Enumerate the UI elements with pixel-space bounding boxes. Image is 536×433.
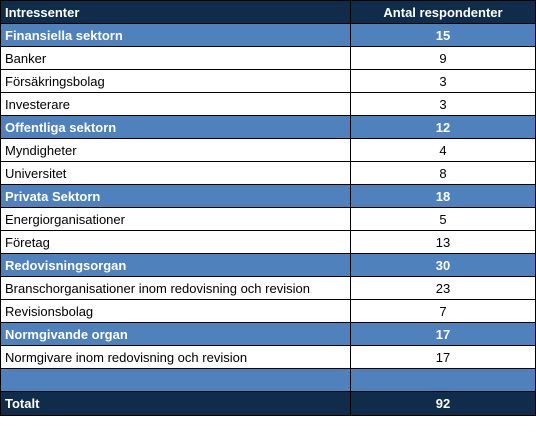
- group-row: Redovisningsorgan 30: [0, 253, 536, 277]
- table-header-row: Intressenter Antal respondenter: [0, 0, 536, 24]
- respondents-table: Intressenter Antal respondenter Finansie…: [0, 0, 536, 416]
- group-row: Normgivande organ 17: [0, 322, 536, 346]
- row-label: Banker: [0, 46, 351, 70]
- total-row: Totalt 92: [0, 391, 536, 416]
- table-body: Intressenter Antal respondenter Finansie…: [0, 0, 536, 416]
- row-label: Investerare: [0, 92, 351, 116]
- group-count: 18: [350, 184, 536, 208]
- row-count: 5: [350, 207, 536, 231]
- row-count: [350, 368, 536, 392]
- row-count: 23: [350, 276, 536, 300]
- group-count: 30: [350, 253, 536, 277]
- row-label: Branschorganisationer inom redovisning o…: [0, 276, 351, 300]
- table-row: Företag 13: [0, 230, 536, 254]
- spacer-row: [0, 368, 536, 392]
- table-row: Försäkringsbolag 3: [0, 69, 536, 93]
- group-label: Finansiella sektorn: [0, 23, 351, 47]
- row-label: Försäkringsbolag: [0, 69, 351, 93]
- group-count: 15: [350, 23, 536, 47]
- row-label: Normgivare inom redovisning och revision: [0, 345, 351, 369]
- group-label: Redovisningsorgan: [0, 253, 351, 277]
- header-respondent-count: Antal respondenter: [350, 0, 536, 24]
- row-label: Myndigheter: [0, 138, 351, 162]
- row-count: 3: [350, 69, 536, 93]
- group-label: Offentliga sektorn: [0, 115, 351, 139]
- group-row: Privata Sektorn 18: [0, 184, 536, 208]
- row-count: 7: [350, 299, 536, 323]
- row-count: 8: [350, 161, 536, 185]
- table-row: Myndigheter 4: [0, 138, 536, 162]
- table-row: Branschorganisationer inom redovisning o…: [0, 276, 536, 300]
- row-label: Universitet: [0, 161, 351, 185]
- table-row: Normgivare inom redovisning och revision…: [0, 345, 536, 369]
- group-row: Offentliga sektorn 12: [0, 115, 536, 139]
- group-label: Normgivande organ: [0, 322, 351, 346]
- table-row: Banker 9: [0, 46, 536, 70]
- group-row: Finansiella sektorn 15: [0, 23, 536, 47]
- row-label: Energiorganisationer: [0, 207, 351, 231]
- table-row: Universitet 8: [0, 161, 536, 185]
- row-count: 9: [350, 46, 536, 70]
- row-count: 4: [350, 138, 536, 162]
- row-label: Företag: [0, 230, 351, 254]
- row-label: Revisionsbolag: [0, 299, 351, 323]
- row-count: 17: [350, 345, 536, 369]
- row-count: 13: [350, 230, 536, 254]
- table-row: Revisionsbolag 7: [0, 299, 536, 323]
- row-label: [0, 368, 351, 392]
- table-row: Investerare 3: [0, 92, 536, 116]
- group-label: Privata Sektorn: [0, 184, 351, 208]
- group-count: 12: [350, 115, 536, 139]
- total-label: Totalt: [0, 391, 351, 416]
- row-count: 3: [350, 92, 536, 116]
- header-stakeholders: Intressenter: [0, 0, 351, 24]
- total-count: 92: [350, 391, 536, 416]
- group-count: 17: [350, 322, 536, 346]
- table-row: Energiorganisationer 5: [0, 207, 536, 231]
